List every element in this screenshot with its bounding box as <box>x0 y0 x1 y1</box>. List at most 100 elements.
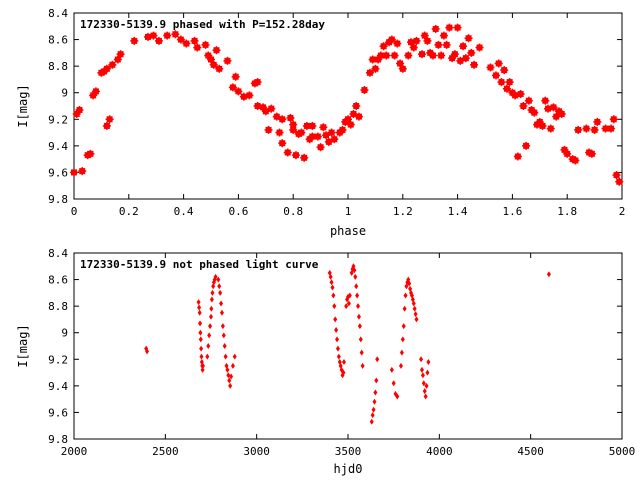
phased-data-point <box>453 23 462 32</box>
raw-x-tick-label: 2500 <box>152 445 179 458</box>
phased-data-point <box>371 64 380 73</box>
raw-data-point <box>353 273 358 280</box>
phased-data-point <box>149 31 158 40</box>
raw-x-tick-label: 4500 <box>517 445 544 458</box>
phased-data-point <box>354 112 363 121</box>
raw-x-tick-labels: 2000 2500 3000 3500 4000 4500 5000 <box>61 445 636 458</box>
phased-data-point <box>412 36 421 45</box>
phased-data-point <box>308 121 317 130</box>
raw-data-point <box>329 279 334 286</box>
phased-data-point <box>494 59 503 68</box>
raw-x-tick-label: 3500 <box>335 445 362 458</box>
phased-data-point <box>253 78 262 87</box>
phased-data-point <box>404 51 413 60</box>
phased-data-point <box>549 103 558 112</box>
raw-data-point <box>228 382 233 389</box>
raw-data-point <box>209 313 213 320</box>
raw-data-point <box>330 284 335 291</box>
phased-data-point <box>590 125 599 134</box>
phased-data-point <box>283 148 292 157</box>
raw-chart-title: 172330-5139.9 not phased light curve <box>80 258 319 271</box>
phased-data-point <box>439 31 448 40</box>
raw-data-point <box>371 406 376 413</box>
raw-data-point <box>346 300 351 307</box>
raw-data-point <box>335 345 340 352</box>
raw-data-point <box>199 353 204 360</box>
phased-data-point <box>102 121 111 130</box>
phased-x-tick-label: 1.4 <box>448 205 468 218</box>
raw-data-point <box>230 362 235 369</box>
phased-data-point <box>78 167 87 176</box>
raw-data-point <box>216 276 221 283</box>
phased-data-point <box>116 50 125 59</box>
phased-data-point <box>338 125 347 134</box>
phased-data-point <box>352 102 361 110</box>
raw-data-point <box>198 320 203 327</box>
phased-data-point <box>445 23 454 32</box>
phased-data-point <box>582 124 591 133</box>
phased-data-point <box>486 63 495 72</box>
raw-data-point <box>358 336 363 343</box>
raw-data-point <box>219 309 224 316</box>
phased-data-point <box>190 36 199 45</box>
raw-data-point <box>209 296 214 303</box>
phased-data-point <box>278 139 287 148</box>
phased-data-point <box>609 115 618 124</box>
phased-data-point <box>231 72 240 81</box>
raw-data-point <box>208 323 213 330</box>
phased-data-point <box>530 108 539 117</box>
raw-light-curve-panel: 2000 2500 3000 3500 4000 4500 5000 8.4 8.6 8.8 9 9… <box>16 247 635 476</box>
raw-data-point <box>389 366 394 373</box>
raw-y-tick-label: 8.6 <box>48 274 68 287</box>
raw-data-point <box>402 305 407 312</box>
phased-data-point <box>154 36 163 45</box>
raw-data-point <box>412 305 417 312</box>
phased-data-point <box>431 24 440 33</box>
raw-data-point <box>352 267 357 274</box>
raw-data-point <box>222 343 227 349</box>
raw-data-point <box>357 323 362 330</box>
phased-data-point <box>612 171 621 180</box>
phased-data-point <box>546 124 555 133</box>
phased-data-point <box>70 168 78 177</box>
phased-x-tick-labels: 0 0.2 0.4 0.6 0.8 1 1.2 1.4 1.6 1.8 2 <box>71 205 626 218</box>
phased-x-tick-label: 1 <box>345 205 352 218</box>
raw-data-point <box>369 418 374 425</box>
raw-x-tick-label: 3000 <box>243 445 270 458</box>
phased-data-point <box>398 64 407 73</box>
phased-data-point <box>75 105 84 114</box>
raw-data-point <box>398 362 403 369</box>
phased-y-axis-title: I[mag] <box>16 84 30 127</box>
raw-y-tick-label: 8.8 <box>48 300 68 313</box>
phased-data-point <box>360 86 369 95</box>
phased-data-point <box>91 87 100 96</box>
raw-data-point <box>355 292 360 299</box>
phased-x-tick-label: 2 <box>619 205 626 218</box>
phased-x-tick-label: 0.8 <box>283 205 303 218</box>
raw-data-point <box>356 313 361 320</box>
raw-y-tick-labels: 8.4 8.6 8.8 9 9.2 9.4 9.6 9.8 <box>48 247 68 446</box>
raw-data-point <box>411 300 416 307</box>
raw-y-tick-label: 8.4 <box>48 247 68 260</box>
phased-chart-title: 172330-5139.9 phased with P=152.28day <box>80 18 325 31</box>
raw-data-point <box>422 388 427 395</box>
phased-data-point <box>497 78 506 87</box>
phased-data-point <box>428 51 437 60</box>
phased-data-point <box>228 83 237 92</box>
phased-data-point <box>513 152 522 161</box>
raw-data-point <box>344 303 349 310</box>
raw-data-point <box>198 336 203 343</box>
phased-y-tick-label: 8.4 <box>48 7 68 20</box>
raw-data-point <box>331 292 336 299</box>
phased-data-point <box>467 48 476 57</box>
raw-data-point <box>206 343 211 349</box>
raw-data-point <box>401 323 406 330</box>
phased-data-point <box>450 50 459 59</box>
phased-data-point <box>171 30 180 39</box>
phased-data-point <box>571 156 580 165</box>
phased-data-point <box>557 109 566 118</box>
phased-data-point <box>264 125 273 134</box>
phased-y-tick-labels: 8.4 8.6 8.8 9 9.2 9.4 9.6 9.8 <box>48 7 68 206</box>
phased-data-point <box>500 66 509 75</box>
raw-data-point <box>209 305 214 312</box>
